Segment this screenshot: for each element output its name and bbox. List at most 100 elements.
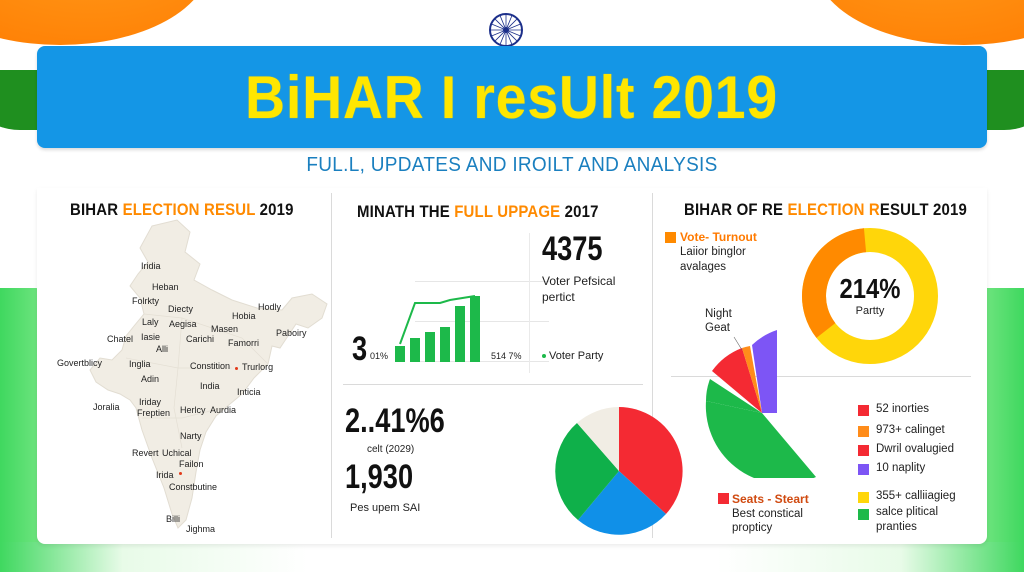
- map-marker: [235, 367, 238, 370]
- legend-dot-icon: [542, 354, 546, 359]
- turnout-desc-2: avalages: [680, 261, 727, 273]
- seats-desc-2: propticy: [732, 522, 773, 534]
- map-label: Revert: [132, 448, 159, 458]
- donut-value: 214%: [839, 273, 901, 304]
- map-label: Carichi: [186, 334, 215, 344]
- seats-heading: Seats - Steart: [732, 492, 809, 506]
- legend-swatch: [858, 509, 869, 520]
- stat-count-value: 1,930: [345, 458, 414, 496]
- turnout-donut-chart: [802, 228, 938, 364]
- legend-swatch: [858, 492, 869, 503]
- legend-item: 10 naplity: [876, 462, 926, 474]
- legend-swatch: [858, 426, 869, 437]
- map-label: Inticia: [237, 387, 261, 397]
- map-label: Aegisa: [169, 319, 197, 329]
- legend-swatch: [858, 405, 869, 416]
- map-label: Irida: [156, 470, 174, 480]
- row-divider: [343, 384, 643, 385]
- legend-swatch: [858, 445, 869, 456]
- map-label: Folrkty: [132, 296, 159, 306]
- map-label: Constition: [190, 361, 231, 371]
- map-label: Inglia: [129, 359, 151, 369]
- middle-pie-chart: [555, 407, 683, 535]
- page-subtitle: FUL.L, UPDATES AND IROILT AND ANALYSIS: [306, 154, 718, 177]
- india-map: [89, 219, 328, 529]
- map-label: Constbutine: [169, 482, 218, 492]
- legend-item: Dwril ovalugied: [876, 443, 954, 455]
- map-label: Hobia: [232, 311, 256, 321]
- stat-top-value: 4375: [542, 230, 603, 268]
- chart-bar: [425, 332, 435, 362]
- legend-swatch: [858, 464, 869, 475]
- map-label: Uchical: [162, 448, 192, 458]
- map-label: Iridia: [141, 261, 161, 271]
- map-label: Famorri: [228, 338, 259, 348]
- pie-annotation-2: Geat: [705, 322, 730, 334]
- map-panel-title: BIHAR ELECTION RESUL 2019: [70, 200, 294, 219]
- stat-count-label: Pes upem SAI: [350, 502, 421, 514]
- map-label: Adin: [141, 374, 160, 384]
- map-label: Hodly: [258, 302, 282, 312]
- chart-legend: Voter Party: [542, 350, 603, 362]
- gridline: [415, 321, 549, 322]
- trend-line: [399, 295, 476, 345]
- map-label: Paboiry: [276, 328, 307, 338]
- map-marker: [179, 472, 182, 475]
- content-card: BIHAR ELECTION RESUL 2019 Iridia Heban F…: [37, 188, 987, 544]
- map-label: Jighma: [186, 524, 216, 534]
- column-divider: [331, 193, 332, 538]
- chart-right-pct: 514 7%: [491, 351, 522, 361]
- map-label: Laly: [142, 317, 159, 327]
- legend-item: salce plitical: [876, 506, 938, 518]
- saffron-swoosh-right: [814, 0, 1024, 45]
- chart-left-number: 3: [352, 330, 368, 368]
- stat-top-label: Voter Pefsical: [542, 274, 616, 288]
- stat-pct-label: celt (2029): [367, 444, 415, 455]
- map-label: Trurlorg: [242, 362, 274, 372]
- turnout-heading: Vote- Turnout: [680, 230, 757, 244]
- map-label: Alli: [156, 344, 169, 354]
- map-label: Masen: [211, 324, 239, 334]
- map-label: Aurdia: [210, 405, 237, 415]
- seats-pie-chart: [705, 330, 816, 478]
- stat-top-label-2: pertict: [542, 290, 575, 304]
- gridline: [415, 361, 549, 362]
- row-divider: [671, 376, 971, 377]
- map-label: Iriday: [139, 397, 162, 407]
- legend-item: 973+ calinget: [876, 424, 945, 436]
- green-side-right: [984, 288, 1024, 572]
- turnout-swatch: [665, 232, 676, 243]
- ashoka-chakra-icon: [489, 13, 523, 47]
- map-label: Freptien: [137, 408, 171, 418]
- green-bottom-band: [0, 542, 1024, 572]
- chart-bar: [440, 327, 450, 362]
- stat-divider: [529, 233, 530, 373]
- title-banner: BiHAR I resUlt 2019: [37, 46, 987, 148]
- chart-bar: [455, 306, 465, 362]
- green-side-left: [0, 288, 40, 572]
- pie-annotation: Night: [705, 308, 732, 320]
- map-label: India: [200, 381, 220, 391]
- chart-bar: [395, 346, 405, 362]
- map-label: Iasie: [141, 332, 161, 342]
- legend-item: 355+ calliiagieg: [876, 490, 956, 502]
- legend-item: pranties: [876, 521, 917, 533]
- chart-bar: [470, 296, 480, 362]
- map-label: Narty: [180, 431, 202, 441]
- seats-swatch: [718, 493, 729, 504]
- saffron-swoosh-left: [0, 0, 210, 45]
- chart-bar: [410, 338, 420, 362]
- seats-desc: Best constical: [732, 508, 803, 520]
- map-label: Joralia: [93, 402, 120, 412]
- middle-panel-title: MINATH THE FULL UPPAGE 2017: [357, 202, 599, 221]
- right-panel-title: BIHAR OF RE ELECTION RESULT 2019: [684, 200, 968, 219]
- donut-label: Partty: [855, 305, 885, 317]
- stat-pct-value: 2..41%6: [345, 402, 445, 440]
- donut-center: 214% Partty: [830, 273, 910, 317]
- chart-left-pct: 01%: [370, 351, 389, 361]
- page-title: BiHAR I resUlt 2019: [245, 63, 779, 131]
- map-label: Failon: [179, 459, 204, 469]
- turnout-desc: Laiior binglor: [680, 246, 746, 258]
- map-label: Heban: [152, 282, 179, 292]
- map-label: Diecty: [168, 304, 194, 314]
